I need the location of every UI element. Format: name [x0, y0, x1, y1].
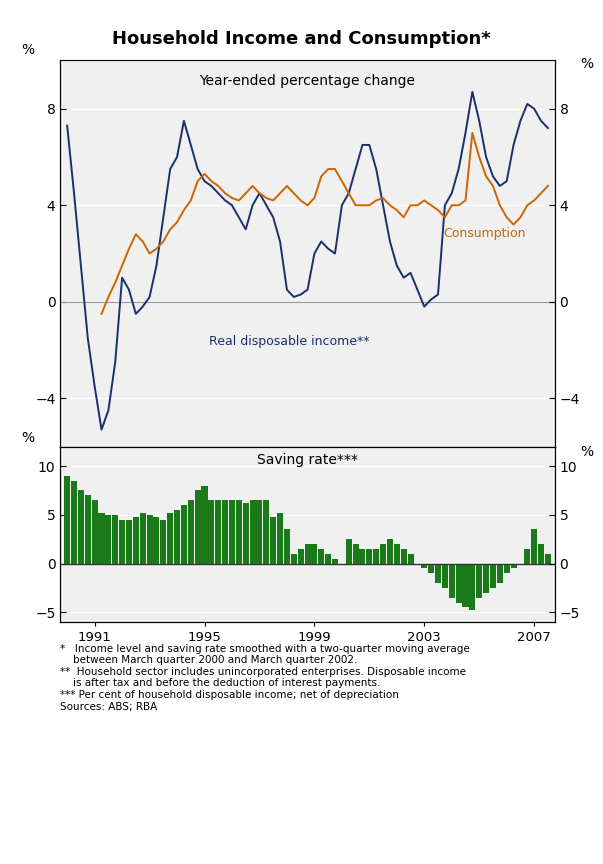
Bar — [387, 539, 393, 563]
Bar — [531, 530, 537, 563]
Bar — [242, 503, 249, 563]
Bar — [442, 563, 448, 588]
Bar — [373, 549, 379, 563]
Bar — [264, 500, 270, 563]
Bar — [463, 563, 469, 607]
Bar — [195, 491, 201, 563]
Bar — [538, 544, 544, 563]
Bar — [318, 549, 324, 563]
Text: Real disposable income**: Real disposable income** — [209, 334, 369, 347]
Bar — [256, 500, 262, 563]
Bar — [181, 505, 187, 563]
Bar — [400, 549, 406, 563]
Bar — [201, 486, 207, 563]
Bar — [133, 517, 139, 563]
Bar — [325, 554, 331, 563]
Bar — [408, 554, 414, 563]
Bar — [147, 515, 153, 563]
Bar — [215, 500, 221, 563]
Bar — [346, 539, 352, 563]
Bar — [153, 517, 159, 563]
Text: Saving rate***: Saving rate*** — [257, 453, 358, 467]
Text: Household Income and Consumption*: Household Income and Consumption* — [112, 30, 491, 48]
Bar — [311, 544, 317, 563]
Bar — [188, 500, 194, 563]
Bar — [270, 517, 276, 563]
Y-axis label: %: % — [22, 42, 35, 57]
Bar — [92, 500, 98, 563]
Bar — [366, 549, 373, 563]
Bar — [71, 480, 77, 563]
Y-axis label: %: % — [580, 57, 593, 71]
Bar — [305, 544, 311, 563]
Bar — [167, 513, 173, 563]
Y-axis label: %: % — [580, 445, 593, 459]
Bar — [359, 549, 365, 563]
Text: *   Income level and saving rate smoothed with a two-quarter moving average
    : * Income level and saving rate smoothed … — [60, 644, 470, 712]
Bar — [449, 563, 455, 598]
Bar — [236, 500, 242, 563]
Bar — [106, 515, 112, 563]
Bar — [284, 530, 290, 563]
Bar — [497, 563, 503, 583]
Bar — [490, 563, 496, 588]
Bar — [504, 563, 510, 574]
Bar — [160, 520, 166, 563]
Bar — [435, 563, 441, 583]
Bar — [428, 563, 434, 574]
Bar — [469, 563, 475, 610]
Bar — [277, 513, 283, 563]
Text: Year-ended percentage change: Year-ended percentage change — [200, 74, 415, 88]
Text: Consumption: Consumption — [444, 226, 526, 239]
Bar — [222, 500, 228, 563]
Bar — [291, 554, 297, 563]
Bar — [394, 544, 400, 563]
Bar — [524, 549, 530, 563]
Bar — [250, 500, 256, 563]
Bar — [332, 559, 338, 563]
Bar — [483, 563, 489, 593]
Bar — [380, 544, 386, 563]
Bar — [112, 515, 118, 563]
Bar — [85, 495, 91, 563]
Bar — [174, 510, 180, 563]
Bar — [229, 500, 235, 563]
Bar — [98, 513, 104, 563]
Bar — [64, 476, 70, 563]
Bar — [476, 563, 482, 598]
Y-axis label: %: % — [22, 431, 35, 445]
Bar — [209, 500, 215, 563]
Bar — [456, 563, 462, 602]
Bar — [545, 554, 551, 563]
Bar — [78, 491, 84, 563]
Bar — [353, 544, 359, 563]
Bar — [140, 513, 146, 563]
Bar — [298, 549, 304, 563]
Bar — [511, 563, 517, 569]
Bar — [421, 563, 428, 569]
Bar — [126, 520, 132, 563]
Bar — [119, 520, 125, 563]
